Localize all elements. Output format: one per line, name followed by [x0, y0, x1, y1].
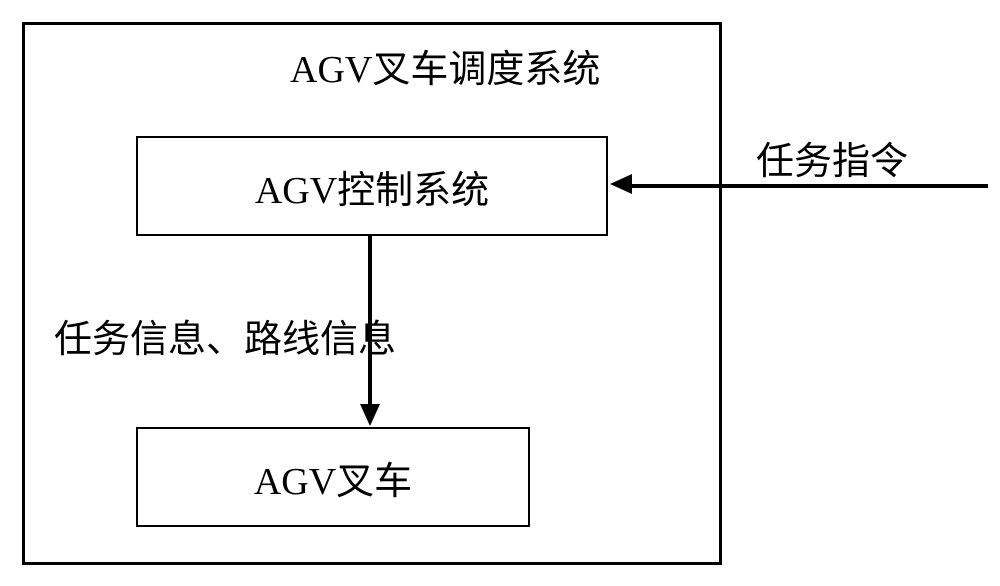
task-info-label: 任务信息、路线信息 [54, 308, 396, 363]
control-system-label: AGV控制系统 [255, 159, 489, 214]
forklift-label: AGV叉车 [254, 450, 412, 505]
task-command-arrow-head [610, 174, 632, 194]
control-system-node: AGV控制系统 [136, 136, 608, 236]
task-command-label: 任务指令 [756, 130, 908, 185]
task-info-arrow-head [360, 404, 380, 426]
system-title: AGV叉车调度系统 [290, 38, 600, 93]
forklift-node: AGV叉车 [136, 427, 530, 527]
